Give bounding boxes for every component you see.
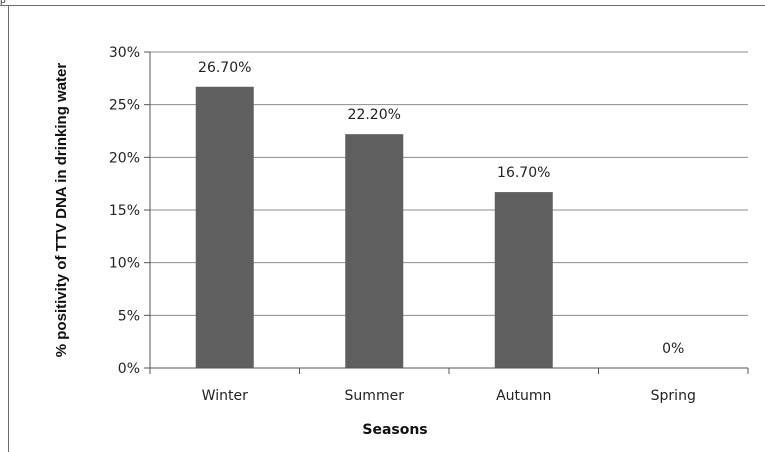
corner-text: p: [0, 0, 6, 6]
x-tick-label-summer: Summer: [345, 388, 405, 404]
data-label-summer: 22.20%: [348, 107, 401, 123]
bar-autumn: [494, 192, 553, 368]
x-tick-label-autumn: Autumn: [496, 388, 551, 404]
figure-left-border: [8, 5, 9, 452]
figure-top-border: [0, 5, 765, 6]
y-tick-label: 0%: [118, 361, 140, 377]
y-tick-label: 10%: [109, 256, 140, 272]
data-labels: 26.70% 22.20% 16.70% 0%: [198, 60, 684, 357]
y-tick-label: 20%: [109, 150, 140, 166]
y-axis-ticks: 0% 5% 10% 15% 20% 25% 30%: [109, 45, 151, 377]
bar-summer: [345, 134, 404, 368]
x-tick-label-spring: Spring: [651, 388, 696, 404]
bar-winter: [195, 86, 254, 368]
data-label-autumn: 16.70%: [497, 165, 550, 181]
x-tick-label-winter: Winter: [202, 388, 248, 404]
x-axis-title: Seasons: [362, 422, 427, 438]
data-label-winter: 26.70%: [198, 60, 251, 76]
data-label-spring: 0%: [662, 341, 684, 357]
bars: [195, 86, 553, 368]
y-tick-label: 30%: [109, 45, 140, 61]
y-tick-label: 25%: [109, 98, 140, 114]
y-axis-title: % positivity of TTV DNA in drinking wate…: [53, 63, 70, 358]
x-axis: Winter Summer Autumn Spring: [149, 367, 749, 404]
y-tick-label: 15%: [109, 203, 140, 219]
y-tick-label: 5%: [118, 308, 140, 324]
